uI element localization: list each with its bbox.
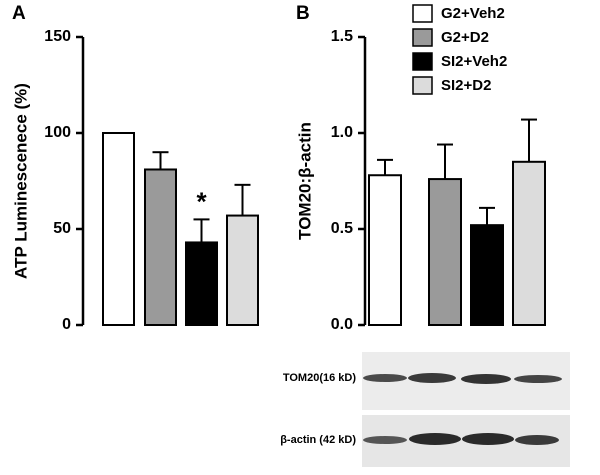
- bar: [512, 160, 546, 326]
- bar: [226, 214, 259, 326]
- y-tick-label: 0.0: [331, 316, 353, 333]
- y-tick-label: 100: [44, 124, 71, 141]
- legend-label: G2+Veh2: [441, 5, 505, 22]
- bar: [185, 241, 218, 326]
- y-tick-label: 150: [44, 28, 71, 45]
- bar: [144, 168, 177, 326]
- legend-label: SI2+D2: [441, 77, 491, 94]
- panel-label: A: [12, 3, 26, 24]
- significance-marker: *: [196, 186, 207, 216]
- y-tick-label: 50: [53, 220, 71, 237]
- y-tick-label: 0.5: [331, 220, 353, 237]
- panel-label: B: [296, 3, 310, 24]
- blot-label: TOM20(16 kD): [283, 372, 356, 384]
- bar: [428, 178, 462, 326]
- y-axis-title: ATP Luminescenece (%): [11, 83, 30, 279]
- y-tick-label: 0: [62, 316, 71, 333]
- bar: [470, 224, 504, 326]
- bar: [368, 174, 402, 326]
- legend-swatch: [412, 4, 433, 23]
- legend-label: G2+D2: [441, 29, 489, 46]
- legend-label: SI2+Veh2: [441, 53, 507, 70]
- bar: [102, 132, 135, 326]
- blot-image: [362, 352, 570, 467]
- legend-swatch: [412, 52, 433, 71]
- blot-label: β-actin (42 kD): [280, 434, 356, 446]
- legend-swatch: [412, 28, 433, 47]
- y-tick-label: 1.0: [331, 124, 353, 141]
- y-axis-title: TOM20:β-actin: [295, 122, 314, 240]
- y-tick-label: 1.5: [331, 28, 353, 45]
- legend-swatch: [412, 76, 433, 95]
